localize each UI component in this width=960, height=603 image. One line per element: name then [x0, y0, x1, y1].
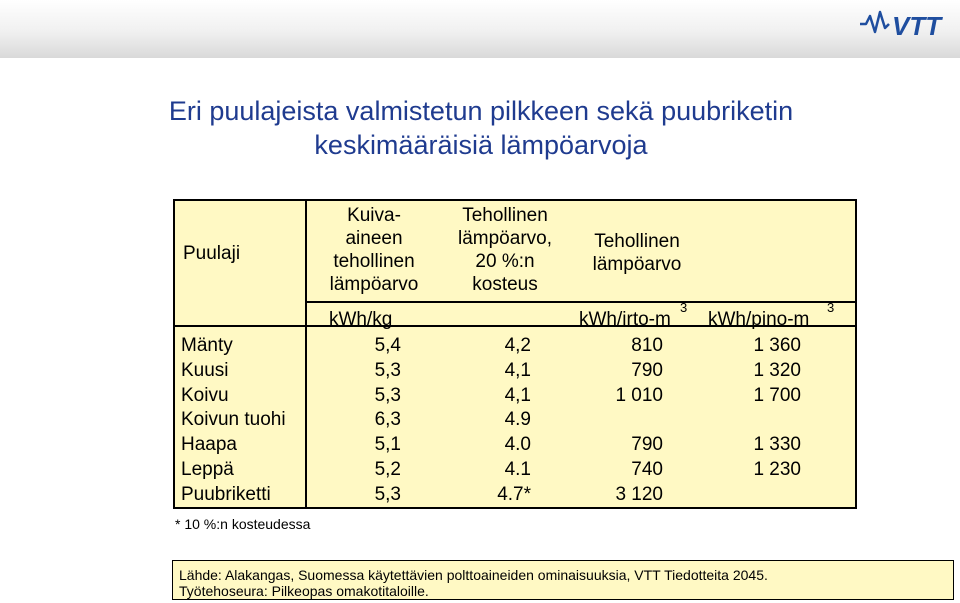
page-title: Eri puulajeista valmistetun pilkkeen sek… — [96, 94, 866, 162]
table-divider-vertical — [305, 201, 307, 507]
top-banner: VTT — [0, 0, 960, 58]
row-pino-value: 1 230 — [753, 459, 801, 480]
header-dry-heat-value: Kuiva- aineen tehollinen lämpöarvo — [329, 205, 419, 295]
row-irto-value: 3 120 — [615, 483, 663, 505]
row-dry-value: 5,3 — [374, 384, 401, 406]
row-dry-value: 5,3 — [374, 359, 401, 381]
title-line-1: Eri puulajeista valmistetun pilkkeen sek… — [168, 96, 794, 126]
row-name: Haapa — [181, 434, 237, 456]
row-moist-value: 4.1 — [504, 459, 531, 480]
row-name: Koivun tuohi — [181, 409, 286, 431]
table-divider-horizontal — [305, 301, 857, 303]
header-moist-heat-value: Tehollinen lämpöarvo, 20 %:n kosteus — [458, 205, 552, 295]
row-pino-value: 1 360 — [753, 335, 801, 356]
row-name: Kuusi — [181, 359, 229, 381]
row-moist-value: 4.7* — [497, 483, 531, 505]
logo-text: VTT — [892, 11, 943, 41]
row-name: Puubriketti — [181, 483, 271, 505]
unit-kwh-kg: kWh/kg — [329, 309, 393, 330]
source-line-1: Lähde: Alakangas, Suomessa käytettävien … — [179, 567, 768, 583]
row-dry-value: 5,3 — [374, 483, 401, 505]
row-dry-value: 5,4 — [374, 335, 401, 356]
source-box: Lähde: Alakangas, Suomessa käytettävien … — [172, 560, 954, 600]
row-pino-value: 1 330 — [753, 434, 801, 456]
unit-pino-exponent: 3 — [827, 300, 835, 315]
row-dry-value: 5,1 — [374, 434, 401, 456]
row-name: Leppä — [181, 459, 234, 480]
row-pino-value: 1 700 — [753, 384, 801, 406]
source-line-2: Työtehoseura: Pilkeopas omakotitaloille. — [179, 583, 429, 599]
row-irto-value: 810 — [631, 335, 663, 356]
row-moist-value: 4,1 — [504, 359, 531, 381]
header-volume-heat-value: Tehollinen lämpöarvo — [592, 231, 682, 275]
row-dry-value: 5,2 — [374, 459, 401, 480]
table-divider-horizontal — [175, 325, 857, 327]
unit-kwh-irto: kWh/irto-m — [579, 309, 671, 330]
row-pino-value: 1 320 — [753, 359, 801, 381]
unit-kwh-pino: kWh/pino-m — [708, 309, 810, 330]
row-irto-value: 740 — [631, 459, 663, 480]
row-moist-value: 4.0 — [504, 434, 531, 456]
row-name: Koivu — [181, 384, 229, 406]
heat-value-table: Puulaji Kuiva- aineen tehollinen lämpöar… — [173, 199, 857, 509]
footnote: * 10 %:n kosteudessa — [175, 516, 311, 532]
row-moist-value: 4,1 — [504, 384, 531, 406]
row-irto-value: 1 010 — [615, 384, 663, 406]
row-moist-value: 4,2 — [504, 335, 531, 356]
title-line-2: keskimääräisiä lämpöarvoja — [314, 130, 648, 160]
row-irto-value: 790 — [631, 434, 663, 456]
unit-irto-exponent: 3 — [680, 300, 688, 315]
header-puulaji: Puulaji — [183, 243, 241, 264]
row-irto-value: 790 — [631, 359, 663, 381]
row-name: Mänty — [181, 335, 233, 356]
row-dry-value: 6,3 — [374, 409, 401, 431]
vtt-logo: VTT — [860, 10, 943, 41]
row-moist-value: 4.9 — [504, 409, 531, 431]
